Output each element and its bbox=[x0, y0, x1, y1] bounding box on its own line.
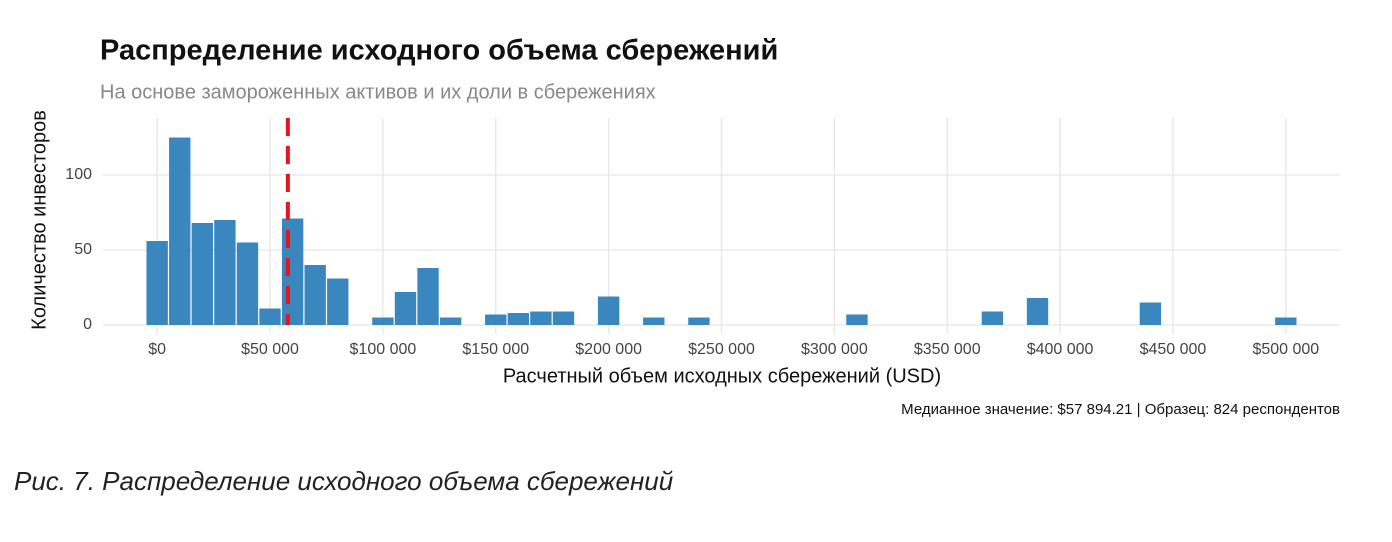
bar bbox=[372, 317, 394, 325]
bar bbox=[394, 292, 417, 325]
bar bbox=[643, 317, 665, 325]
bar bbox=[191, 223, 214, 325]
y-tick-label: 100 bbox=[65, 166, 92, 183]
x-tick-label: $500 000 bbox=[1252, 341, 1319, 358]
y-tick-label: 50 bbox=[74, 241, 92, 258]
bar bbox=[236, 242, 259, 325]
bar bbox=[259, 308, 281, 325]
x-tick-label: $50 000 bbox=[241, 341, 299, 358]
bar bbox=[439, 317, 462, 325]
bar bbox=[169, 137, 191, 325]
chart-subtitle: На основе замороженных активов и их доли… bbox=[100, 81, 656, 103]
x-tick-label: $0 bbox=[148, 341, 166, 358]
bar bbox=[1139, 302, 1162, 325]
bar bbox=[281, 218, 304, 325]
bar bbox=[597, 296, 620, 325]
y-axis-label: Количество инвесторов bbox=[28, 110, 50, 330]
x-tick-label: $200 000 bbox=[575, 341, 642, 358]
bar bbox=[846, 314, 868, 325]
plot: 0 50 100 $0 $50 000 $100 000 $150 000 $200 000 $… bbox=[65, 118, 1340, 358]
x-tick-label: $250 000 bbox=[688, 341, 755, 358]
annotation: Медианное значение: $57 894.21 | Образец… bbox=[901, 401, 1340, 418]
bar bbox=[146, 241, 168, 325]
bar bbox=[1026, 298, 1049, 325]
bar bbox=[530, 311, 552, 325]
x-tick-label: $150 000 bbox=[462, 341, 529, 358]
bar bbox=[485, 314, 507, 325]
x-tick-label: $300 000 bbox=[801, 341, 868, 358]
x-tick-label: $400 000 bbox=[1027, 341, 1094, 358]
bar bbox=[981, 311, 1004, 325]
x-tick-label: $350 000 bbox=[914, 341, 981, 358]
bar bbox=[507, 313, 530, 325]
bar bbox=[304, 265, 326, 325]
bar bbox=[1275, 317, 1297, 325]
x-axis-label: Расчетный объем исходных сбережений (USD… bbox=[503, 365, 941, 387]
bar bbox=[327, 278, 349, 325]
x-tick-label: $100 000 bbox=[350, 341, 417, 358]
y-tick-label: 0 bbox=[83, 316, 92, 333]
bar bbox=[552, 311, 575, 325]
bar bbox=[688, 317, 710, 325]
figure-caption: Рис. 7. Распределение исходного объема с… bbox=[14, 466, 673, 496]
bar bbox=[417, 268, 439, 325]
x-tick-label: $450 000 bbox=[1140, 341, 1207, 358]
chart-title: Распределение исходного объема сбережени… bbox=[100, 35, 778, 67]
bar bbox=[214, 220, 236, 325]
